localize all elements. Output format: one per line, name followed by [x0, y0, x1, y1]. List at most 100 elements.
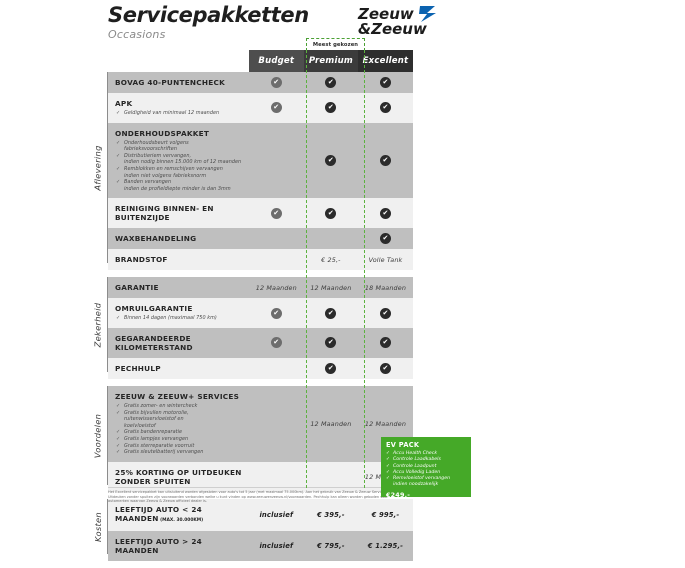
row-bullet-list: Onderhoudsbeurt volgens fabrieksvoorschr…: [115, 140, 242, 193]
row-title: LEEFTIJD AUTO > 24 MAANDEN: [115, 536, 202, 555]
row-title: GARANTIE: [115, 283, 159, 293]
check-icon: ✔: [325, 307, 337, 319]
row-bullet-item: Gratis bandenreparatie: [115, 429, 242, 436]
row-bullet-item: indien niet volgens fabrieksnorm: [124, 172, 207, 179]
cell-budget: ✔: [249, 328, 304, 358]
most-chosen-badge: Meest gekozen: [306, 38, 365, 51]
cell-premium: 12 Maanden: [310, 283, 352, 292]
table-row: BRANDSTOF € 25,- Volle Tank: [108, 249, 413, 271]
check-icon: ✔: [270, 307, 282, 319]
cell-excellent: ✔: [358, 328, 413, 358]
svg-text:Zeeuw: Zeeuw: [357, 5, 414, 23]
row-bullet-list: Geldigheid van minimaal 12 maanden: [115, 110, 242, 117]
check-icon: ✔: [270, 102, 282, 114]
check-icon: ✔: [379, 233, 391, 245]
check-icon: ✔: [325, 154, 337, 166]
row-bullet-item: Binnen 14 dagen (maximaal 750 km): [115, 315, 242, 322]
cell-excellent: ✔: [358, 72, 413, 93]
servicepakketten-sheet: Servicepakketten Occasions Zeeuw &Zeeuw …: [0, 0, 685, 514]
table-row: OMRUILGARANTIEBinnen 14 dagen (maximaal …: [108, 298, 413, 328]
category-label-voordelen: Voordelen: [92, 413, 103, 458]
row-bullet-item: Gratis zomer- en wintercheck: [115, 403, 242, 410]
check-icon: ✔: [379, 77, 391, 88]
ev-pack-list: Accu Health CheckControle LaadkabelsCont…: [386, 451, 466, 489]
check-icon: ✔: [270, 207, 282, 219]
row-bullet-item: Remblokken en remschijven vervangen: [115, 166, 242, 173]
cell-premium: ✔: [304, 358, 359, 379]
z-swoosh-icon: [419, 6, 436, 22]
cell-excellent: 12 Maanden: [364, 419, 407, 428]
cell-budget: ✔: [249, 72, 304, 93]
row-bullet-item: Gratis bijvullen motorolie, ruitenwisser…: [115, 410, 242, 423]
row-label: OMRUILGARANTIEBinnen 14 dagen (maximaal …: [108, 298, 249, 328]
table-row: GEGARANDEERDE KILOMETERSTAND ✔ ✔ ✔: [108, 327, 413, 358]
row-title: APK: [115, 99, 133, 108]
cell-premium: € 795,-: [317, 541, 345, 550]
row-title: 25% KORTING OP UITDEUKEN ZONDER SPUITEN: [115, 467, 242, 486]
row-label: GEGARANDEERDE KILOMETERSTAND: [108, 328, 249, 358]
cell-premium: ✔: [304, 123, 359, 199]
check-icon: ✔: [325, 77, 337, 88]
check-icon: ✔: [325, 337, 337, 349]
row-title: LEEFTIJD AUTO < 24 MAANDEN (MAX. 30.000K…: [115, 504, 204, 523]
cell-premium: ✔: [304, 72, 359, 93]
row-label: REINIGING BINNEN- EN BUITENZIJDE: [108, 198, 249, 228]
cell-premium: ✔: [304, 328, 359, 358]
column-header-budget[interactable]: Budget: [249, 50, 304, 72]
page-header: Servicepakketten Occasions Zeeuw &Zeeuw: [0, 0, 685, 46]
check-icon: ✔: [325, 362, 337, 374]
svg-text:&Zeeuw: &Zeeuw: [358, 20, 427, 38]
page-title: Servicepakketten: [108, 3, 309, 27]
ev-pack-item: Controle Laadpunt: [386, 464, 466, 471]
column-headers: Budget Premium Excellent: [249, 50, 413, 72]
row-title: ONDERHOUDSPAKKET: [115, 128, 210, 138]
row-label: BRANDSTOF: [108, 249, 249, 270]
row-label: ONDERHOUDSPAKKET Onderhoudsbeurt volgens …: [108, 123, 249, 199]
table-row: ZEEUW & ZEEUW+ SERVICES Gratis zomer- en …: [108, 385, 413, 462]
footnote-divider: [108, 487, 408, 488]
comparison-table: BOVAG 40-PUNTENCHECK ✔ ✔ ✔ APK Geldigheid van…: [108, 72, 413, 568]
cell-premium: 12 Maanden: [310, 419, 352, 428]
row-title: ZEEUW & ZEEUW+ SERVICES: [115, 391, 240, 401]
column-header-excellent[interactable]: Excellent: [358, 50, 413, 72]
cell-excellent: ✔: [358, 93, 413, 123]
row-bullet-item: koelvloeistof: [124, 422, 156, 429]
row-title: BOVAG 40-PUNTENCHECK: [115, 78, 225, 87]
check-icon: ✔: [379, 102, 391, 114]
cell-budget: 12 Maanden: [255, 283, 297, 292]
check-icon: ✔: [270, 77, 282, 88]
row-title: GEGARANDEERDE KILOMETERSTAND: [115, 333, 193, 352]
category-rail-voordelen: Voordelen: [88, 386, 108, 485]
ev-pack-item: Accu Health Check: [386, 451, 466, 458]
row-bullet-item: Gratis lampjes vervangen: [115, 436, 242, 443]
category-rail-zekerheid: Zekerheid: [88, 277, 108, 372]
row-title: OMRUILGARANTIE: [115, 304, 193, 314]
row-label: ZEEUW & ZEEUW+ SERVICES Gratis zomer- en …: [108, 386, 249, 462]
check-icon: ✔: [325, 207, 337, 219]
page-subtitle: Occasions: [108, 28, 166, 41]
ev-pack-callout[interactable]: EV PACK Accu Health CheckControle Laadka…: [381, 437, 471, 497]
group-aflevering: BOVAG 40-PUNTENCHECK ✔ ✔ ✔ APK Geldigheid van…: [108, 72, 413, 271]
row-bullet-item: Onderhoudsbeurt volgens fabrieksvoorschr…: [115, 140, 242, 153]
cell-budget: [249, 123, 304, 199]
row-label: GARANTIE: [108, 277, 249, 298]
row-title: PECHHULP: [115, 363, 161, 373]
cell-budget: [249, 249, 304, 270]
row-title-suffix: (MAX. 30.000KM): [158, 517, 204, 523]
check-icon: ✔: [379, 207, 391, 219]
row-bullet-item: Geldigheid van minimaal 12 maanden: [115, 110, 242, 117]
column-header-premium[interactable]: Premium: [303, 50, 359, 72]
cell-premium: ✔: [304, 93, 359, 123]
row-title: BRANDSTOF: [115, 255, 168, 265]
cell-premium: € 25,-: [321, 255, 341, 264]
cell-premium: ✔: [304, 198, 359, 228]
ev-pack-title: EV PACK: [386, 441, 420, 449]
group-voordelen: ZEEUW & ZEEUW+ SERVICES Gratis zomer- en …: [108, 385, 413, 492]
check-icon: ✔: [379, 154, 391, 166]
cell-excellent: 18 Maanden: [364, 283, 407, 292]
table-row: BOVAG 40-PUNTENCHECK ✔ ✔ ✔: [108, 72, 413, 93]
table-row: GARANTIE 12 Maanden 12 Maanden 18 Maanden: [108, 277, 413, 299]
category-rail-kosten: Kosten: [88, 499, 108, 554]
check-icon: ✔: [270, 337, 282, 349]
title-block: Servicepakketten Occasions: [108, 3, 309, 42]
